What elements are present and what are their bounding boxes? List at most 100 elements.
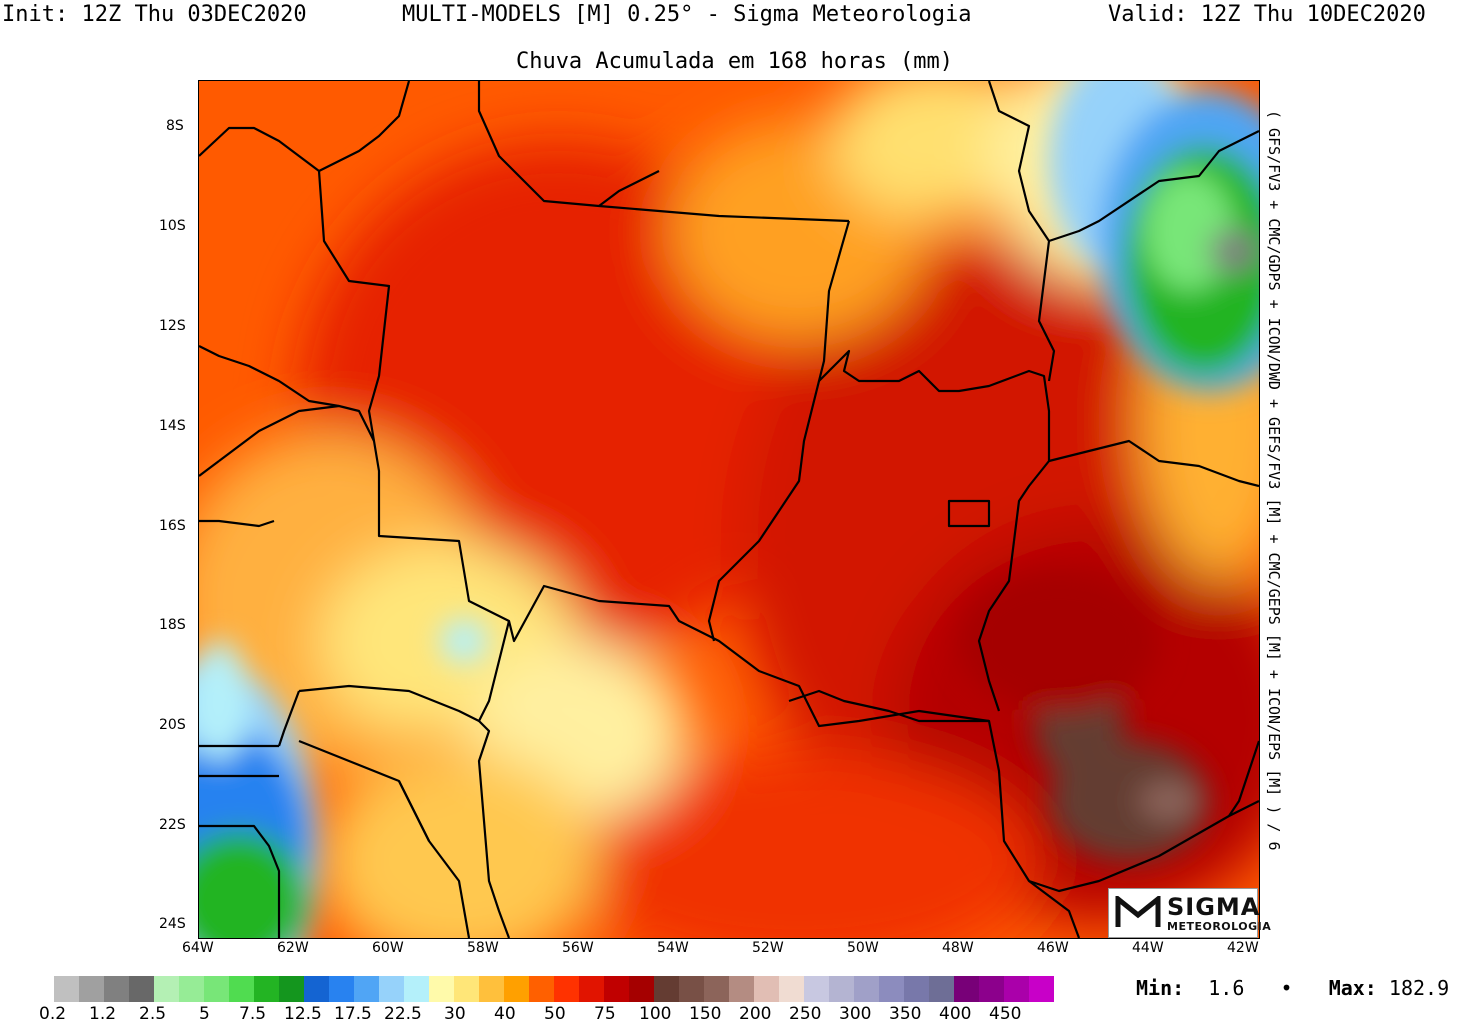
min-value: 1.6 — [1208, 976, 1245, 1000]
colorbar-swatch — [1029, 976, 1054, 1002]
colorbar-swatch — [354, 976, 379, 1002]
stats-separator: • — [1280, 976, 1293, 1000]
lon-label-44w: 44W — [1132, 940, 1164, 956]
colorbar-swatch — [854, 976, 879, 1002]
colorbar-swatch — [54, 976, 79, 1002]
lon-label-52w: 52W — [752, 940, 784, 956]
colorbar-swatch — [529, 976, 554, 1002]
colorbar-swatch — [879, 976, 904, 1002]
colorbar-label: 400 — [939, 1004, 972, 1024]
colorbar-swatch — [679, 976, 704, 1002]
colorbar-swatch — [1004, 976, 1029, 1002]
colorbar-label: 22.5 — [384, 1004, 422, 1024]
lon-label-64w: 64W — [182, 940, 214, 956]
colorbar-swatch — [154, 976, 179, 1002]
colorbar-label: 150 — [689, 1004, 722, 1024]
colorbar-swatch — [104, 976, 129, 1002]
ensemble-formula-text: ( GFS/FV3 + CMC/GDPS + ICON/DWD + GEFS/F… — [1265, 110, 1283, 851]
lon-label-60w: 60W — [372, 940, 404, 956]
lat-label-10s: 10S — [159, 218, 186, 234]
lat-label-14s: 14S — [159, 418, 186, 434]
colorbar-swatch — [229, 976, 254, 1002]
lon-label-42w: 42W — [1227, 940, 1259, 956]
colorbar-label: 7.5 — [239, 1004, 267, 1024]
lon-label-46w: 46W — [1037, 940, 1069, 956]
colorbar-label: 0.2 — [39, 1004, 67, 1024]
ensemble-formula-label: ( GFS/FV3 + CMC/GDPS + ICON/DWD + GEFS/F… — [1262, 110, 1286, 910]
colorbar-swatch — [79, 976, 104, 1002]
colorbar-label: 75 — [594, 1004, 616, 1024]
lon-label-56w: 56W — [562, 940, 594, 956]
colorbar-swatch — [954, 976, 979, 1002]
precipitation-field — [199, 81, 1259, 938]
colorbar-swatch — [429, 976, 454, 1002]
colorbar-swatch — [454, 976, 479, 1002]
lon-label-50w: 50W — [847, 940, 879, 956]
max-value: 182.9 — [1388, 976, 1450, 1000]
lat-label-22s: 22S — [159, 817, 186, 833]
colorbar-swatch — [779, 976, 804, 1002]
colorbar-swatch — [654, 976, 679, 1002]
colorbar-label: 200 — [739, 1004, 772, 1024]
colorbar-swatch — [504, 976, 529, 1002]
colorbar-swatch — [929, 976, 954, 1002]
model-source-label: MULTI-MODELS [M] 0.25° - Sigma Meteorolo… — [402, 2, 972, 27]
colorbar-swatch — [904, 976, 929, 1002]
colorbar-swatch — [554, 976, 579, 1002]
colorbar-swatch — [304, 976, 329, 1002]
colorbar-label: 12.5 — [284, 1004, 322, 1024]
lon-label-54w: 54W — [657, 940, 689, 956]
colorbar-label: 2.5 — [139, 1004, 167, 1024]
colorbar-swatch — [479, 976, 504, 1002]
lon-label-48w: 48W — [942, 940, 974, 956]
valid-time-label: Valid: 12Z Thu 10DEC2020 — [1108, 2, 1426, 27]
colorbar-label: 300 — [839, 1004, 872, 1024]
colorbar-swatch — [704, 976, 729, 1002]
logo-subtitle: METEOROLOGIA — [1167, 920, 1272, 933]
colorbar-swatch — [754, 976, 779, 1002]
colorbar-label: 250 — [789, 1004, 822, 1024]
map-title: Chuva Acumulada em 168 horas (mm) — [515, 49, 954, 74]
colorbar-swatch — [179, 976, 204, 1002]
colorbar-swatch — [804, 976, 829, 1002]
colorbar-swatch — [129, 976, 154, 1002]
logo-name: SIGMA — [1167, 893, 1261, 921]
sigma-logo-mark-icon — [1115, 896, 1161, 927]
colorbar-swatch — [204, 976, 229, 1002]
lat-label-8s: 8S — [166, 118, 184, 134]
lat-label-20s: 20S — [159, 717, 186, 733]
colorbar-label: 50 — [544, 1004, 566, 1024]
colorbar-swatch — [279, 976, 304, 1002]
colorbar-swatch — [579, 976, 604, 1002]
colorbar-label: 40 — [494, 1004, 516, 1024]
lon-label-58w: 58W — [467, 940, 499, 956]
colorbar-swatch — [629, 976, 654, 1002]
lat-label-18s: 18S — [159, 617, 186, 633]
colorbar — [54, 976, 1054, 1002]
max-label: Max: — [1328, 976, 1377, 1000]
colorbar-swatch — [404, 976, 429, 1002]
min-label: Min: — [1136, 976, 1185, 1000]
lat-label-24s: 24S — [159, 916, 186, 932]
lat-label-16s: 16S — [159, 518, 186, 534]
colorbar-swatch — [254, 976, 279, 1002]
colorbar-swatch — [329, 976, 354, 1002]
init-time-label: Init: 12Z Thu 03DEC2020 — [2, 2, 307, 27]
sigma-logo: SIGMA METEOROLOGIA — [1108, 888, 1271, 938]
min-max-stats: Min: 1.6 • Max: 182.9 — [1136, 976, 1449, 1000]
colorbar-swatch — [829, 976, 854, 1002]
colorbar-swatch — [604, 976, 629, 1002]
colorbar-swatch — [379, 976, 404, 1002]
colorbar-label: 450 — [989, 1004, 1022, 1024]
colorbar-label: 17.5 — [334, 1004, 372, 1024]
precipitation-map — [198, 80, 1260, 939]
colorbar-swatch — [979, 976, 1004, 1002]
colorbar-label: 350 — [889, 1004, 922, 1024]
colorbar-swatch — [729, 976, 754, 1002]
lat-label-12s: 12S — [159, 318, 186, 334]
political-boundaries — [199, 81, 1259, 938]
colorbar-label: 100 — [639, 1004, 672, 1024]
colorbar-label: 30 — [444, 1004, 466, 1024]
colorbar-label: 1.2 — [89, 1004, 117, 1024]
lon-label-62w: 62W — [277, 940, 309, 956]
